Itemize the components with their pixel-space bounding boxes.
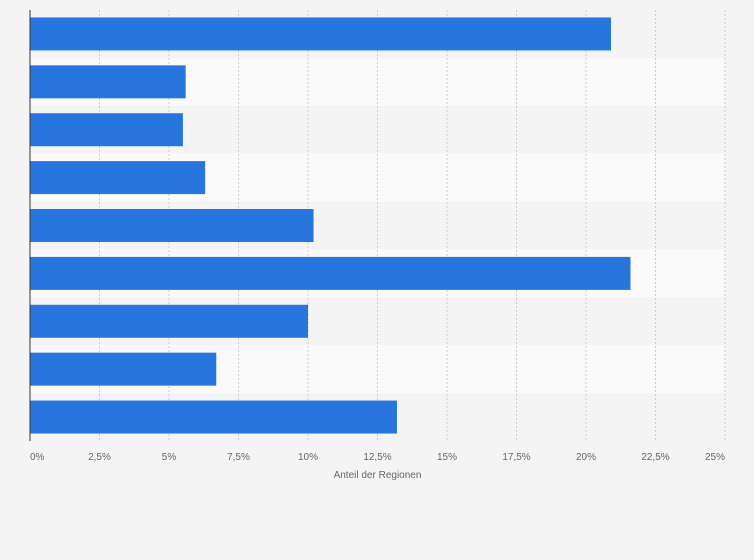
x-tick-label: 10%: [298, 452, 318, 463]
x-tick-labels: 0% 2,5% 5% 7,5% 10% 12,5% 15% 17,5% 20% 22,5% 25%: [30, 452, 725, 463]
x-tick-label: 22,5%: [641, 452, 669, 463]
bar[interactable]: [30, 65, 186, 99]
x-tick-label: 25%: [705, 452, 725, 463]
bar[interactable]: [30, 400, 397, 434]
x-tick-label: 12,5%: [363, 452, 391, 463]
bar[interactable]: [30, 256, 631, 290]
x-tick-label: 17,5%: [502, 452, 530, 463]
x-tick-label: 5%: [162, 452, 177, 463]
bar[interactable]: [30, 161, 206, 195]
bar[interactable]: [30, 304, 308, 338]
x-tick-label: 20%: [576, 452, 596, 463]
bar[interactable]: [30, 17, 612, 51]
bar[interactable]: [30, 113, 183, 147]
bar[interactable]: [30, 352, 217, 386]
x-tick-label: 2,5%: [88, 452, 111, 463]
bar[interactable]: [30, 209, 314, 242]
x-tick-label: 15%: [437, 452, 457, 463]
x-tick-label: 7,5%: [227, 452, 250, 463]
x-tick-label: 0%: [30, 452, 45, 463]
bars: [30, 17, 631, 434]
x-axis-title: Anteil der Regionen: [334, 470, 422, 481]
